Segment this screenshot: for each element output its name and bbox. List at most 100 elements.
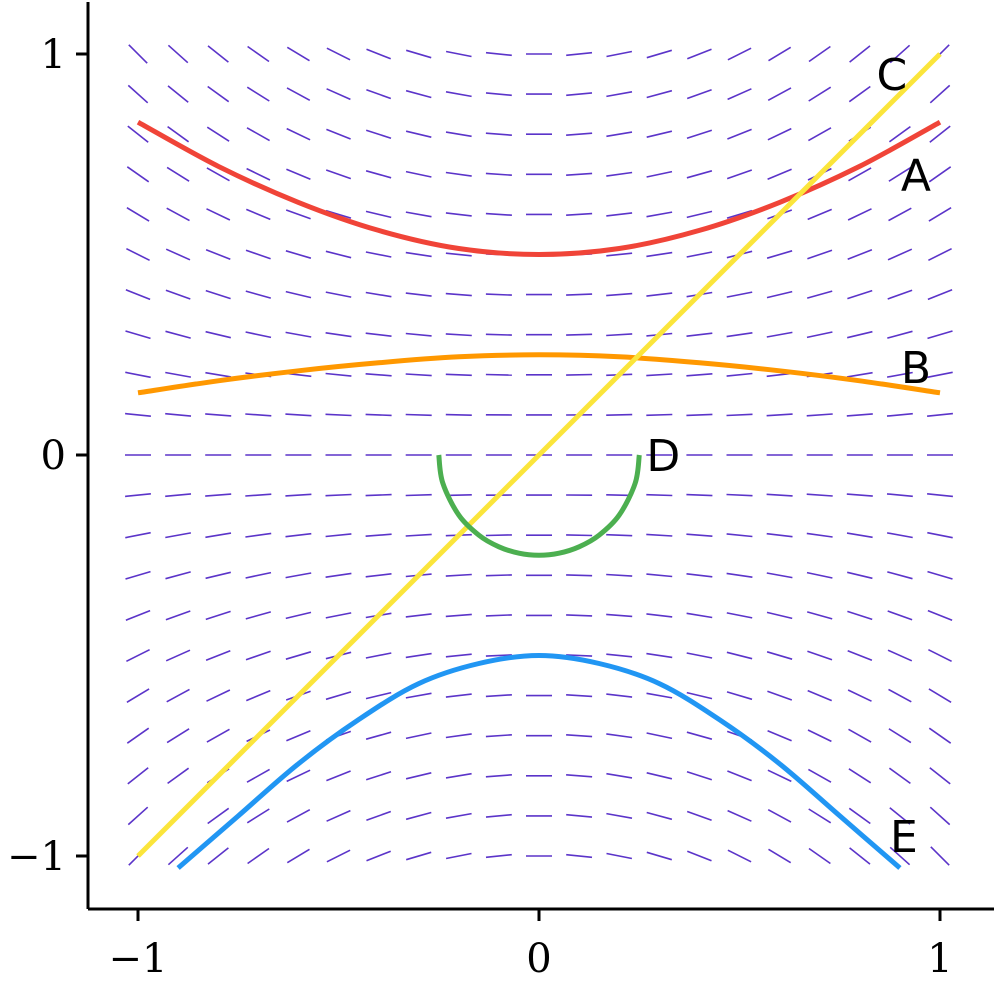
slope-segment — [366, 810, 392, 822]
slope-segment — [726, 651, 753, 660]
slope-segment — [285, 493, 312, 497]
slope-segment — [566, 534, 593, 537]
slope-segment — [847, 649, 873, 662]
slope-segment — [445, 693, 472, 698]
slope-segment — [929, 84, 951, 104]
slope-segment — [205, 532, 232, 539]
slope-segment — [205, 610, 231, 621]
slope-segment — [405, 692, 432, 699]
slope-segment — [726, 493, 753, 497]
slope-segment — [325, 612, 352, 619]
slope-segment — [646, 413, 673, 417]
slope-segment — [846, 413, 873, 417]
slope-segment — [566, 132, 593, 136]
slope-segment — [566, 853, 593, 859]
slope-segment — [846, 493, 873, 497]
slope-segment — [847, 571, 873, 580]
slope-segment — [646, 373, 673, 377]
slope-segment — [205, 248, 231, 261]
slope-segment — [485, 212, 512, 216]
slope-segment — [126, 166, 150, 183]
slope-segment — [165, 330, 191, 339]
slope-segment — [485, 373, 512, 376]
slope-segment — [646, 613, 673, 618]
slope-segment — [566, 614, 593, 617]
slope-segment — [125, 609, 151, 621]
slope-segment — [766, 651, 793, 660]
slope-segment — [205, 289, 231, 300]
slope-segment — [366, 88, 392, 100]
slope-segment — [207, 807, 230, 825]
slope-segment — [929, 125, 951, 143]
slope-segment — [365, 170, 392, 179]
slope-segment — [245, 493, 272, 497]
slope-segment — [125, 493, 151, 498]
slope-segment — [126, 247, 150, 262]
slope-segment — [887, 289, 913, 300]
slope-segment — [285, 611, 312, 620]
slope-segment — [405, 613, 432, 618]
slope-segment — [326, 809, 351, 822]
slope-segment — [889, 44, 911, 64]
slope-segment — [808, 847, 831, 865]
slope-segment — [726, 413, 753, 417]
curve-label-b: B — [901, 343, 931, 394]
slope-segment — [928, 207, 952, 222]
slope-segment — [286, 127, 311, 141]
slope-segment — [165, 610, 191, 621]
slope-segment — [485, 92, 512, 97]
slope-segment — [247, 45, 270, 63]
slope-segment — [927, 371, 953, 379]
slope-segment — [485, 293, 512, 296]
slope-segment — [325, 332, 352, 338]
slope-segment — [365, 652, 392, 659]
slope-segment — [205, 493, 232, 497]
slope-segment — [646, 493, 673, 497]
slope-segment — [445, 413, 472, 416]
slope-segment — [246, 768, 270, 783]
slope-segment — [886, 532, 913, 539]
slope-segment — [445, 733, 472, 739]
series-c-line — [136, 52, 942, 858]
slope-segment — [127, 767, 149, 785]
slope-segment — [927, 493, 953, 498]
slope-segment — [365, 373, 392, 377]
slope-segment — [245, 650, 271, 661]
slope-segment — [646, 251, 673, 258]
slope-segment — [207, 45, 229, 63]
slope-segment — [165, 493, 192, 498]
slope-segment — [848, 167, 872, 182]
slope-segment — [928, 247, 952, 262]
slope-segment — [165, 412, 192, 417]
slope-segment — [167, 85, 189, 103]
slope-segment — [848, 85, 871, 103]
slope-segment — [646, 49, 673, 59]
slope-segment — [445, 772, 472, 779]
y-tick-label: 1 — [41, 32, 66, 78]
slope-segment — [285, 413, 312, 417]
slope-segment — [888, 728, 912, 744]
slope-segment — [405, 211, 432, 218]
slope-segment — [286, 46, 310, 62]
slope-segment — [366, 850, 391, 862]
solution-curves — [136, 52, 942, 870]
slope-segment — [726, 612, 753, 619]
slope-segment — [566, 813, 593, 818]
slope-segment — [606, 772, 633, 779]
slope-segment — [889, 807, 911, 825]
slope-segment — [686, 170, 713, 179]
slope-segment — [849, 45, 871, 63]
slope-segment — [445, 292, 472, 297]
slope-segment — [485, 813, 512, 818]
slope-segment — [485, 333, 512, 336]
slope-segment — [245, 571, 272, 579]
slope-segment — [326, 88, 351, 101]
slope-segment — [727, 809, 752, 822]
slope-segment — [686, 129, 713, 139]
slope-segment — [606, 252, 633, 257]
slope-segment — [686, 652, 713, 659]
curve-label-a: A — [901, 150, 931, 201]
slope-segment — [888, 767, 911, 785]
slope-segment — [128, 44, 148, 64]
